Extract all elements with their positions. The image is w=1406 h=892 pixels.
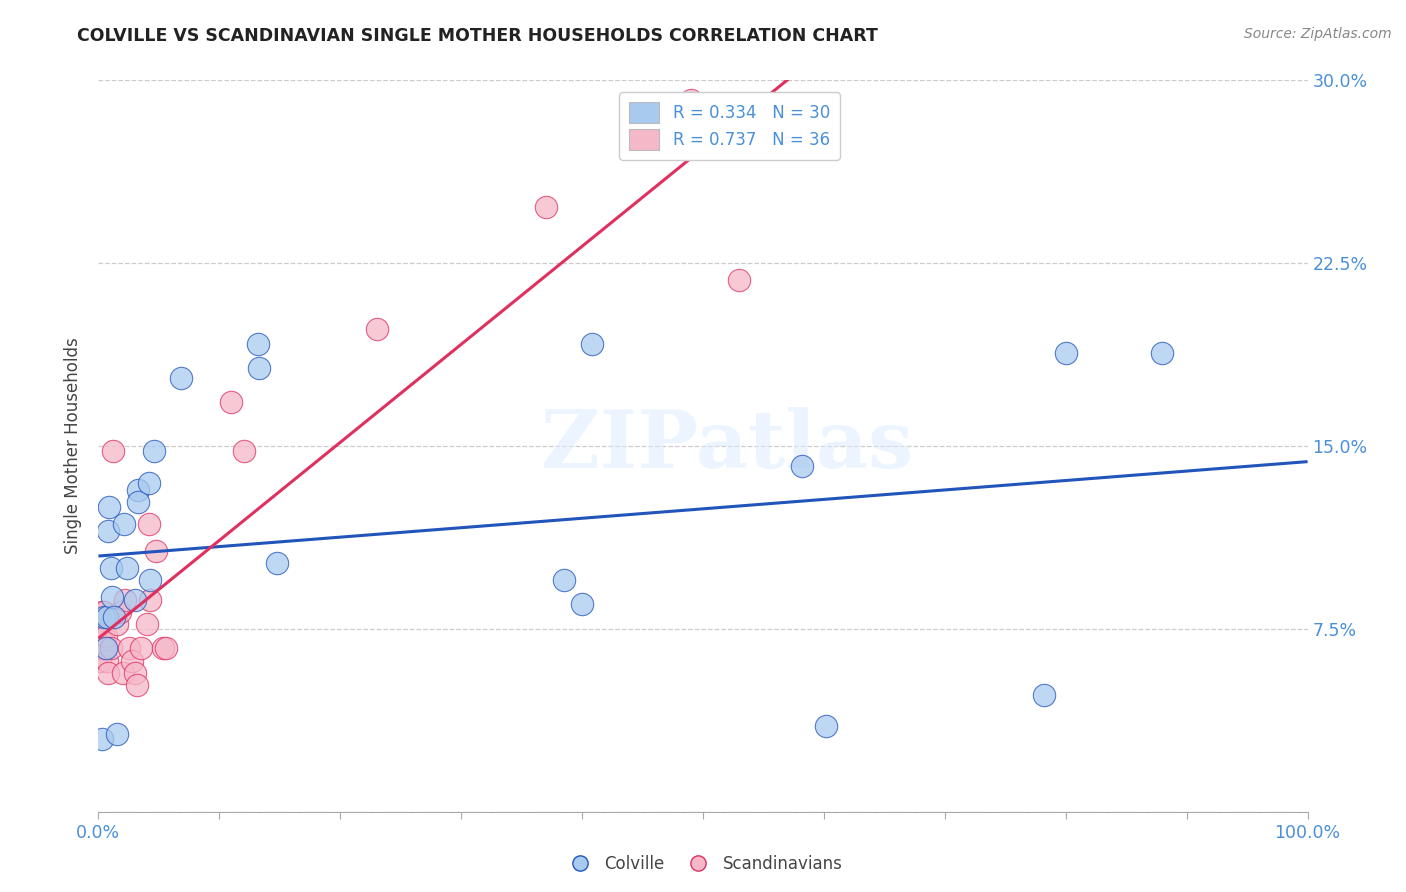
Point [534, 200, 557, 214]
Point [221, 395, 243, 409]
Point [91, 629, 114, 643]
Point [366, 322, 388, 336]
Point [98, 500, 121, 514]
Point [111, 665, 134, 680]
Point [143, 443, 166, 458]
Point [90, 641, 112, 656]
Point [127, 678, 149, 692]
Point [247, 336, 270, 351]
Point [96, 654, 118, 668]
Point [124, 592, 146, 607]
Point [571, 598, 593, 612]
Point [127, 495, 149, 509]
Point [138, 475, 160, 490]
Point [100, 561, 122, 575]
Point [89, 654, 111, 668]
Point [91, 617, 114, 632]
Point [93, 605, 115, 619]
Point [266, 556, 288, 570]
Point [114, 592, 136, 607]
Point [91, 605, 114, 619]
Point [169, 370, 191, 384]
Point [93, 641, 115, 656]
Point [118, 641, 141, 656]
Text: ZIPatlas: ZIPatlas [541, 407, 914, 485]
Point [553, 573, 575, 587]
Point [97, 524, 120, 539]
Point [112, 516, 135, 531]
Point [155, 641, 177, 656]
Point [127, 483, 149, 497]
Point [101, 443, 124, 458]
Point [145, 544, 167, 558]
Point [121, 654, 143, 668]
Text: COLVILLE VS SCANDINAVIAN SINGLE MOTHER HOUSEHOLDS CORRELATION CHART: COLVILLE VS SCANDINAVIAN SINGLE MOTHER H… [77, 27, 879, 45]
Point [232, 443, 254, 458]
Point [1054, 346, 1077, 360]
Point [124, 665, 146, 680]
Point [94, 629, 117, 643]
Point [91, 731, 114, 746]
Point [103, 609, 125, 624]
Point [105, 727, 128, 741]
Point [139, 592, 162, 607]
Point [728, 273, 751, 287]
Point [117, 561, 139, 575]
Point [90, 617, 112, 632]
Point [129, 641, 152, 656]
Point [108, 605, 131, 619]
Point [105, 617, 128, 632]
Point [97, 665, 120, 680]
Legend: R = 0.334   N = 30, R = 0.737   N = 36: R = 0.334 N = 30, R = 0.737 N = 36 [619, 92, 839, 160]
Point [100, 590, 122, 604]
Point [138, 516, 160, 531]
Point [96, 609, 118, 624]
Legend: Colville, Scandinavians: Colville, Scandinavians [557, 848, 849, 880]
Point [1152, 346, 1174, 360]
Point [139, 573, 162, 587]
Point [247, 361, 270, 376]
Point [792, 458, 814, 473]
Point [93, 609, 115, 624]
Point [135, 617, 157, 632]
Point [100, 641, 122, 656]
Point [679, 93, 702, 107]
Point [89, 629, 111, 643]
Point [815, 719, 838, 733]
Y-axis label: Single Mother Households: Single Mother Households [65, 338, 83, 554]
Point [94, 641, 117, 656]
Text: Source: ZipAtlas.com: Source: ZipAtlas.com [1244, 27, 1392, 41]
Point [152, 641, 174, 656]
Point [1033, 688, 1056, 702]
Point [89, 639, 111, 653]
Point [581, 336, 603, 351]
